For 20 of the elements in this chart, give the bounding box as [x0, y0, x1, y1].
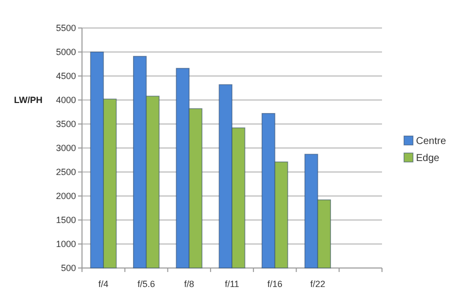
x-tick-label: f/4: [98, 279, 108, 289]
x-tick-label: f/8: [184, 279, 194, 289]
y-tick-label: 1000: [56, 239, 76, 250]
y-tick-label: 5000: [56, 47, 76, 58]
y-tick-label: 5500: [56, 23, 76, 34]
legend-label: Centre: [416, 136, 446, 147]
y-axis-title: LW/PH: [14, 95, 42, 105]
y-tick-label: 3000: [56, 143, 76, 154]
x-tick-label: f/11: [224, 279, 240, 289]
x-tick-label: f/22: [310, 279, 326, 289]
y-tick-label: 1500: [56, 215, 76, 226]
y-tick-label: 2500: [56, 167, 76, 178]
y-tick-label: 3500: [56, 119, 76, 130]
y-tick-label: 500: [60, 263, 76, 274]
y-tick-label: 4000: [56, 95, 76, 106]
x-tick-label: f/16: [267, 279, 282, 289]
y-tick-label: 2000: [56, 191, 76, 202]
legend-label: Edge: [416, 153, 440, 164]
y-tick-label: 4500: [56, 71, 76, 82]
x-tick-label: f/5.6: [138, 279, 156, 289]
